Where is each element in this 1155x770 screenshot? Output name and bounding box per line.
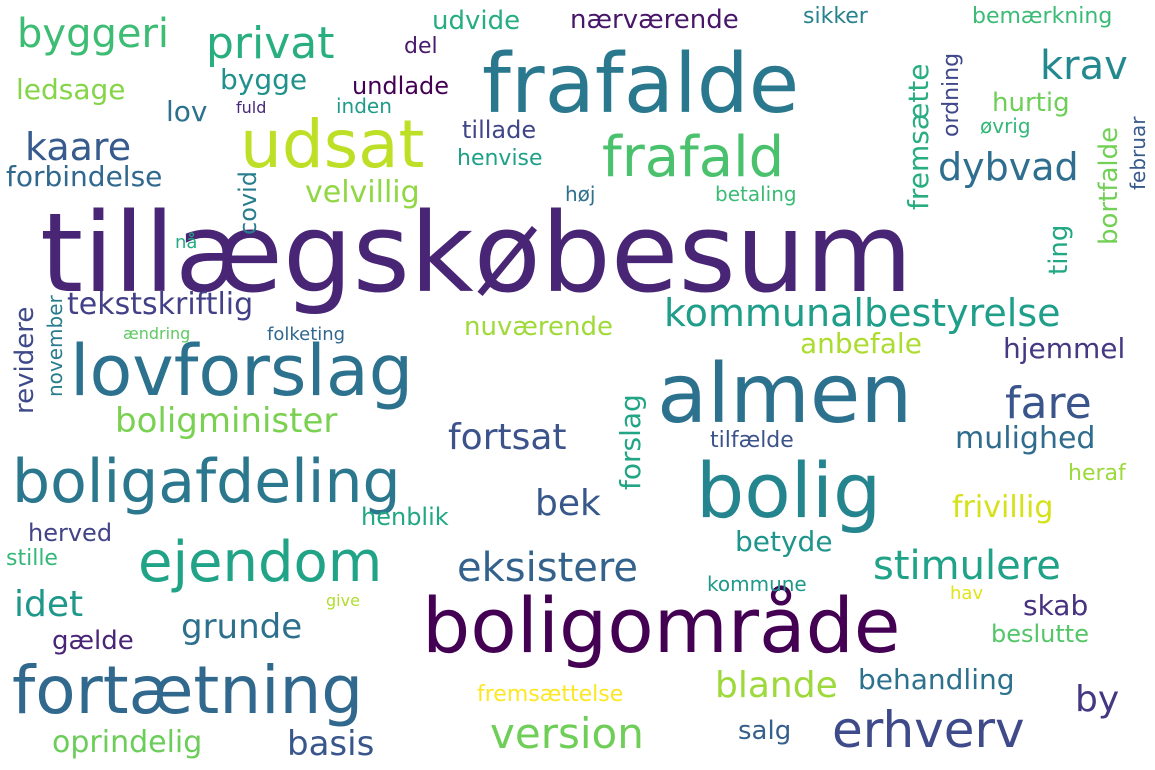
word-gaelde: gælde xyxy=(52,626,134,656)
word-fremsaettelse: fremsættelse xyxy=(477,682,624,707)
word-februar: februar xyxy=(1126,116,1150,190)
word-frivillig: frivillig xyxy=(952,490,1054,525)
word-tilfaelde: tilfælde xyxy=(710,428,794,453)
word-hjemmel: hjemmel xyxy=(1003,332,1126,365)
word-henvise: henvise xyxy=(457,146,543,171)
word-covid: covid xyxy=(234,171,262,235)
word-behandling: behandling xyxy=(858,663,1015,696)
word-dybvad: dybvad xyxy=(938,145,1079,189)
word-version: version xyxy=(490,709,644,758)
word-naervaerende: nærværende xyxy=(570,5,739,35)
word-fortaetning: fortætning xyxy=(12,652,364,729)
word-anbefale: anbefale xyxy=(800,327,922,360)
word-forbindelse: forbindelse xyxy=(6,160,163,193)
word-beslutte: beslutte xyxy=(991,620,1089,648)
word-grunde: grunde xyxy=(181,607,303,647)
word-naa: nå xyxy=(175,232,198,253)
word-udsat: udsat xyxy=(240,106,425,183)
word-give: give xyxy=(326,591,360,610)
word-byggeri: byggeri xyxy=(17,11,170,57)
word-bemaerkning: bemærkning xyxy=(972,4,1113,29)
word-boligminister: boligminister xyxy=(115,401,338,441)
word-november: november xyxy=(43,295,67,397)
word-krav: krav xyxy=(1040,43,1128,89)
word-ejendom: ejendom xyxy=(138,530,383,595)
word-henblik: henblik xyxy=(361,503,449,531)
word-forslag: forslag xyxy=(614,394,647,490)
word-idet: idet xyxy=(14,584,84,625)
word-velvillig: velvillig xyxy=(305,175,420,210)
word-stimulere: stimulere xyxy=(873,543,1061,589)
word-basis: basis xyxy=(287,724,375,764)
word-del: del xyxy=(404,34,438,59)
word-by: by xyxy=(1075,679,1120,720)
word-undlade: undlade xyxy=(352,72,450,100)
word-inden: inden xyxy=(336,94,392,118)
word-nuvaerende: nuværende xyxy=(464,312,613,342)
word-bygge: bygge xyxy=(220,63,308,96)
word-betyde: betyde xyxy=(735,525,833,558)
word-tillade: tillade xyxy=(462,116,537,144)
word-betaling: betaling xyxy=(715,182,797,206)
word-frafalde: frafalde xyxy=(482,37,800,132)
word-fuld: fuld xyxy=(236,98,267,117)
word-sikker: sikker xyxy=(803,4,868,29)
word-kommune: kommune xyxy=(707,572,807,596)
word-stille: stille xyxy=(6,546,58,571)
word-hurtig: hurtig xyxy=(992,88,1070,118)
word-kaare: kaare xyxy=(25,125,132,169)
word-herved: herved xyxy=(28,519,113,547)
word-boligomraade: boligområde xyxy=(422,581,901,670)
word-revidere: revidere xyxy=(10,306,40,414)
word-lov: lov xyxy=(166,95,208,128)
word-privat: privat xyxy=(206,18,335,69)
word-bolig: bolig xyxy=(696,446,882,535)
word-fortsat: fortsat xyxy=(448,417,567,458)
word-ledsage: ledsage xyxy=(16,73,126,106)
word-bek: bek xyxy=(535,483,601,524)
word-boligafdeling: boligafdeling xyxy=(12,447,401,517)
word-ting: ting xyxy=(1044,224,1074,275)
word-udvide: udvide xyxy=(432,6,521,36)
word-hav: hav xyxy=(950,583,984,604)
word-ordning: ordning xyxy=(939,52,964,137)
word-oevrig: øvrig xyxy=(980,114,1031,138)
word-hoej: høj xyxy=(565,182,596,206)
word-kommunalbestyrelse: kommunalbestyrelse xyxy=(664,291,1061,335)
word-tekstskriftlig: tekstskriftlig xyxy=(67,287,254,322)
word-folketing: folketing xyxy=(267,324,346,345)
word-heraf: heraf xyxy=(1068,461,1126,486)
word-eksistere: eksistere xyxy=(457,545,639,591)
word-almen: almen xyxy=(657,347,913,442)
word-bortfalde: bortfalde xyxy=(1094,126,1124,245)
word-salg: salg xyxy=(738,716,792,746)
word-oprindelig: oprindelig xyxy=(52,725,203,760)
word-tillaegskoebesum: tillægskøbesum xyxy=(40,189,913,317)
word-lovforslag: lovforslag xyxy=(70,330,414,412)
word-aendring: ændring xyxy=(123,324,191,343)
word-mulighed: mulighed xyxy=(955,421,1096,456)
word-frafald: frafald xyxy=(602,125,785,190)
word-skab: skab xyxy=(1023,589,1089,622)
word-fare: fare xyxy=(1005,378,1092,429)
word-blande: blande xyxy=(715,665,838,706)
word-erhverv: erhverv xyxy=(832,701,1025,759)
word-fremsaette: fremsætte xyxy=(902,63,935,210)
